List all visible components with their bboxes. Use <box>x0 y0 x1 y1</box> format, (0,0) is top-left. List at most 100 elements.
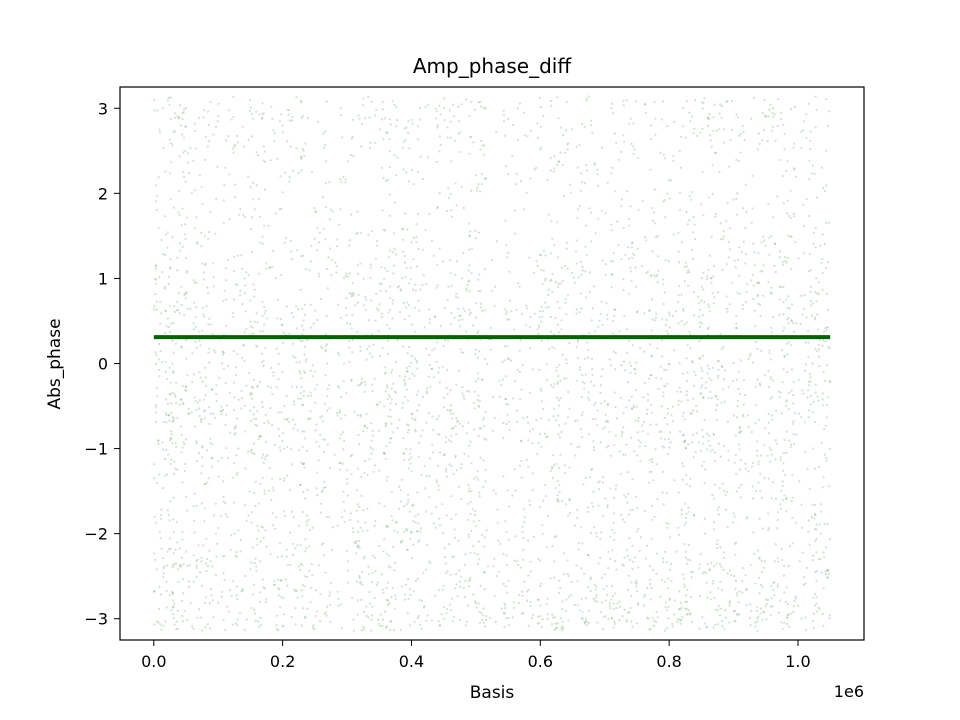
scatter-point <box>263 305 266 308</box>
scatter-point <box>589 532 593 535</box>
scatter-point <box>717 442 721 445</box>
scatter-point <box>691 115 694 118</box>
scatter-point <box>777 611 780 614</box>
scatter-point <box>761 138 764 142</box>
y-axis-label: Abs_phase <box>45 318 65 409</box>
scatter-point <box>470 272 473 275</box>
scatter-point <box>290 250 293 253</box>
y-tick-label: 2 <box>98 184 108 203</box>
scatter-point <box>716 291 720 294</box>
scatter-point <box>770 235 773 238</box>
scatter-point <box>556 300 559 303</box>
scatter-point <box>580 617 584 620</box>
scatter-point <box>322 132 325 135</box>
scatter-point <box>737 370 740 373</box>
scatter-point <box>780 558 784 562</box>
scatter-point <box>200 245 203 248</box>
scatter-point <box>342 500 345 503</box>
scatter-point <box>477 231 481 234</box>
scatter-point <box>774 543 777 546</box>
scatter-point <box>185 291 188 294</box>
scatter-point <box>446 393 449 396</box>
scatter-point <box>730 128 733 131</box>
scatter-point <box>738 274 741 277</box>
scatter-point <box>824 340 827 343</box>
scatter-point <box>363 459 366 462</box>
scatter-point <box>277 411 280 414</box>
scatter-point <box>319 502 322 505</box>
scatter-point <box>817 558 820 561</box>
scatter-point <box>558 331 561 334</box>
scatter-point <box>301 445 304 448</box>
scatter-point <box>459 314 462 317</box>
scatter-point <box>630 246 633 249</box>
scatter-point <box>250 561 253 564</box>
scatter-point <box>452 426 455 429</box>
scatter-point <box>794 241 797 244</box>
scatter-point <box>359 262 362 265</box>
scatter-point <box>761 586 764 589</box>
scatter-point <box>285 236 288 239</box>
scatter-point <box>629 266 632 269</box>
scatter-point <box>636 603 640 606</box>
scatter-point <box>551 623 554 626</box>
scatter-point <box>591 373 594 376</box>
scatter-point <box>685 600 688 604</box>
scatter-point <box>267 224 270 227</box>
scatter-point <box>323 480 326 483</box>
scatter-point <box>382 451 385 455</box>
scatter-point <box>476 553 479 556</box>
scatter-point <box>663 580 666 583</box>
scatter-point <box>814 95 817 98</box>
scatter-point <box>392 382 395 385</box>
scatter-point <box>507 623 510 627</box>
scatter-point <box>457 307 460 310</box>
scatter-point <box>774 439 777 442</box>
scatter-point <box>245 519 248 522</box>
scatter-point <box>257 197 260 200</box>
scatter-point <box>171 606 175 609</box>
scatter-point <box>405 503 408 506</box>
scatter-point <box>244 284 247 287</box>
scatter-point <box>319 620 322 623</box>
scatter-point <box>167 514 170 517</box>
scatter-point <box>467 536 470 539</box>
scatter-point <box>665 601 668 604</box>
scatter-point <box>253 562 256 565</box>
scatter-point <box>209 412 212 415</box>
scatter-point <box>192 580 195 583</box>
scatter-point <box>233 433 236 436</box>
scatter-point <box>292 588 296 591</box>
scatter-point <box>709 139 712 142</box>
scatter-point <box>665 561 668 564</box>
scatter-point <box>434 107 437 110</box>
scatter-point <box>694 451 697 454</box>
scatter-point <box>326 343 329 346</box>
scatter-point <box>669 441 672 444</box>
scatter-point <box>529 560 532 563</box>
scatter-point <box>710 379 713 382</box>
scatter-point <box>435 418 438 421</box>
scatter-point <box>344 181 347 184</box>
scatter-point <box>712 116 715 119</box>
scatter-point <box>470 462 473 465</box>
scatter-point <box>574 454 577 457</box>
scatter-point <box>793 215 796 218</box>
scatter-point <box>298 524 301 527</box>
scatter-point <box>180 346 183 349</box>
scatter-point <box>180 398 183 401</box>
scatter-point <box>157 621 160 624</box>
scatter-point <box>406 548 409 551</box>
scatter-point <box>637 439 640 442</box>
scatter-point <box>365 605 368 608</box>
scatter-point <box>587 622 591 625</box>
scatter-point <box>634 372 637 375</box>
scatter-point <box>484 309 487 312</box>
scatter-point <box>415 530 418 533</box>
scatter-point <box>568 499 571 502</box>
scatter-point <box>739 496 742 499</box>
scatter-point <box>539 417 543 420</box>
scatter-point <box>756 378 759 381</box>
scatter-point <box>198 407 201 410</box>
scatter-point <box>756 282 759 285</box>
